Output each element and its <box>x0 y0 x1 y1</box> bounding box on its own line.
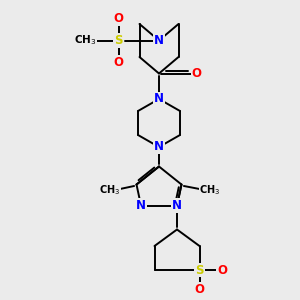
Text: N: N <box>154 92 164 106</box>
Text: N: N <box>172 199 182 212</box>
Text: N: N <box>136 199 146 212</box>
Text: CH$_3$: CH$_3$ <box>200 184 220 197</box>
Text: O: O <box>191 67 202 80</box>
Text: O: O <box>113 12 124 25</box>
Text: O: O <box>194 283 205 296</box>
Text: CH$_3$: CH$_3$ <box>99 184 120 197</box>
Text: S: S <box>195 263 204 277</box>
Text: CH$_3$: CH$_3$ <box>74 34 97 47</box>
Text: N: N <box>154 140 164 154</box>
Text: O: O <box>113 56 124 69</box>
Text: O: O <box>217 263 227 277</box>
Text: S: S <box>114 34 123 47</box>
Text: N: N <box>154 34 164 47</box>
